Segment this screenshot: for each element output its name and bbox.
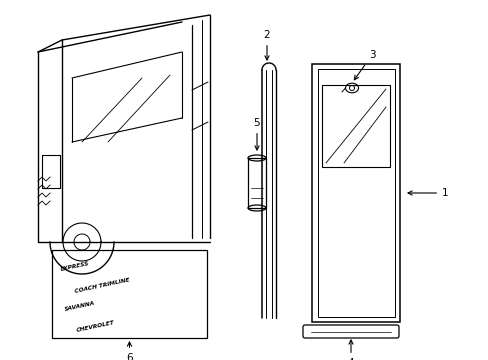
- Text: 4: 4: [347, 340, 354, 360]
- Text: COACH TRIMLINE: COACH TRIMLINE: [74, 278, 130, 294]
- Text: 2: 2: [263, 30, 270, 60]
- Bar: [317, 69, 394, 316]
- Text: 1: 1: [407, 188, 447, 198]
- Text: 6: 6: [126, 342, 133, 360]
- Bar: [321, 85, 389, 167]
- Text: CHEVROLET: CHEVROLET: [76, 320, 115, 333]
- Text: 5: 5: [253, 118, 260, 150]
- Text: EXPRESS: EXPRESS: [60, 261, 90, 271]
- Text: 3: 3: [354, 50, 375, 80]
- Text: SAVANNA: SAVANNA: [64, 300, 96, 312]
- Bar: [311, 64, 399, 322]
- Bar: [52, 250, 206, 338]
- Bar: [247, 158, 265, 208]
